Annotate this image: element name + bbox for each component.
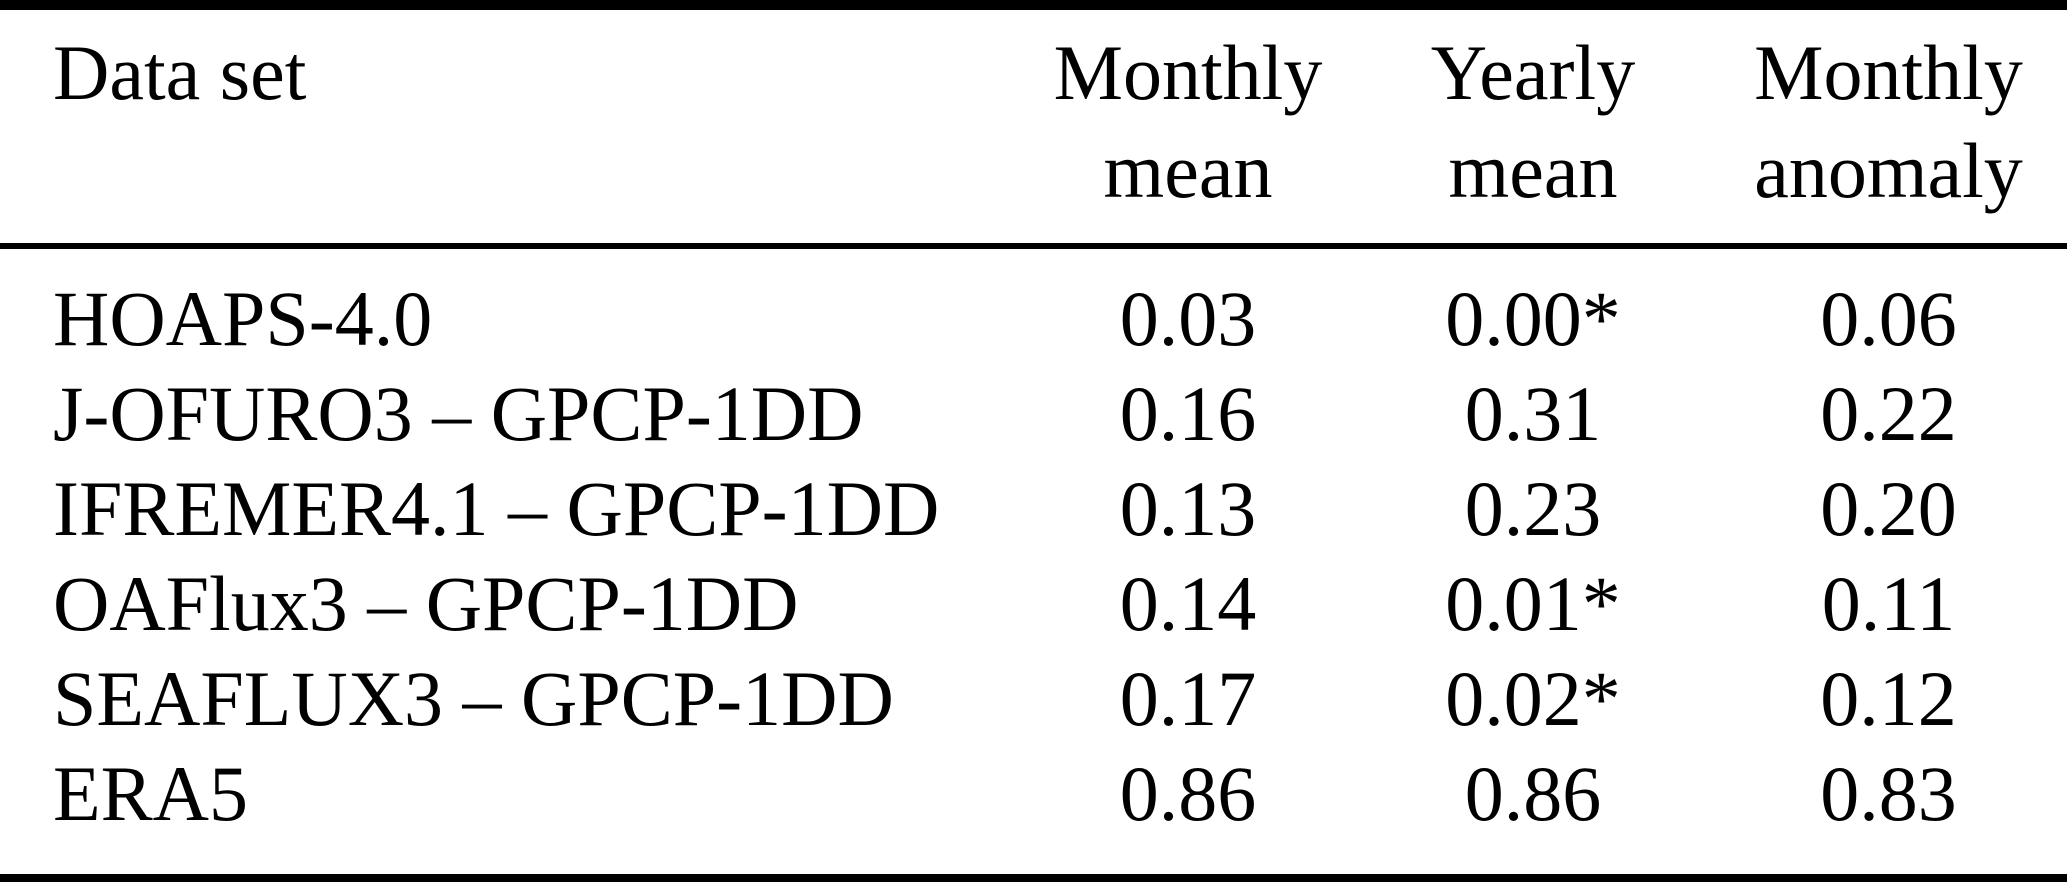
- yearly-mean-value: 0.02: [1445, 655, 1582, 742]
- yearly-mean-cell: 0.01*: [1356, 556, 1710, 651]
- monthly-anomaly-cell: 0.06: [1820, 275, 1957, 362]
- dataset-cell: HOAPS-4.0: [53, 275, 433, 362]
- table-header: Data set Monthly mean Yearly mean Monthl…: [0, 5, 2067, 249]
- monthly-mean-cell: 0.17: [1119, 655, 1257, 742]
- header-yearly-mean-line2: mean: [1448, 127, 1618, 214]
- yearly-mean-value: 0.23: [1464, 465, 1602, 552]
- monthly-mean-cell: 0.16: [1119, 370, 1257, 457]
- dataset-cell: IFREMER4.1 – GPCP-1DD: [53, 465, 940, 552]
- header-yearly-mean-line1: Yearly: [1430, 29, 1636, 116]
- significance-asterisk: *: [1581, 655, 1621, 742]
- yearly-mean-cell: 0.00*: [1356, 246, 1710, 366]
- yearly-mean-cell: 0.23: [1356, 461, 1710, 556]
- header-monthly-anomaly-line1: Monthly: [1754, 29, 2023, 116]
- dataset-cell: ERA5: [53, 750, 248, 837]
- monthly-anomaly-cell: 0.11: [1821, 560, 1956, 647]
- yearly-mean-cell: 0.31: [1356, 366, 1710, 461]
- yearly-mean-cell: 0.02*: [1356, 651, 1710, 746]
- monthly-mean-cell: 0.86: [1119, 750, 1257, 837]
- table-row: HOAPS-4.0 0.03 0.00* 0.06: [0, 246, 2067, 366]
- table-row: ERA5 0.86 0.86 0.83: [0, 746, 2067, 878]
- monthly-mean-cell: 0.13: [1119, 465, 1257, 552]
- header-row: Data set Monthly mean Yearly mean Monthl…: [0, 5, 2067, 249]
- header-monthly-mean-line2: mean: [1103, 127, 1273, 214]
- yearly-mean-value: 0.31: [1464, 370, 1602, 457]
- monthly-anomaly-cell: 0.83: [1820, 750, 1957, 837]
- yearly-mean-value: 0.01: [1445, 560, 1582, 647]
- monthly-mean-cell: 0.14: [1119, 560, 1257, 647]
- table-row: IFREMER4.1 – GPCP-1DD 0.13 0.23 0.20: [0, 461, 2067, 556]
- monthly-anomaly-cell: 0.20: [1820, 465, 1957, 552]
- table-body: HOAPS-4.0 0.03 0.00* 0.06 J-OFURO3 – GPC…: [0, 246, 2067, 878]
- header-dataset: Data set: [0, 5, 1020, 249]
- monthly-anomaly-cell: 0.12: [1820, 655, 1957, 742]
- significance-asterisk: *: [1581, 560, 1621, 647]
- yearly-mean-value: 0.86: [1464, 750, 1602, 837]
- dataset-cell: OAFlux3 – GPCP-1DD: [53, 560, 799, 647]
- table-row: SEAFLUX3 – GPCP-1DD 0.17 0.02* 0.12: [0, 651, 2067, 746]
- header-monthly-mean-line1: Monthly: [1053, 29, 1323, 116]
- header-monthly-anomaly-line2: anomaly: [1754, 127, 2023, 214]
- header-monthly-anomaly: Monthly anomaly: [1710, 5, 2067, 249]
- monthly-mean-cell: 0.03: [1119, 275, 1257, 362]
- table-row: OAFlux3 – GPCP-1DD 0.14 0.01* 0.11: [0, 556, 2067, 651]
- yearly-mean-cell: 0.86: [1356, 746, 1710, 878]
- header-yearly-mean: Yearly mean: [1356, 5, 1710, 249]
- yearly-mean-value: 0.00: [1445, 275, 1582, 362]
- dataset-cell: SEAFLUX3 – GPCP-1DD: [53, 655, 894, 742]
- table-row: J-OFURO3 – GPCP-1DD 0.16 0.31 0.22: [0, 366, 2067, 461]
- header-monthly-mean: Monthly mean: [1020, 5, 1356, 249]
- significance-asterisk: *: [1581, 275, 1621, 362]
- monthly-anomaly-cell: 0.22: [1820, 370, 1957, 457]
- dataset-cell: J-OFURO3 – GPCP-1DD: [53, 370, 864, 457]
